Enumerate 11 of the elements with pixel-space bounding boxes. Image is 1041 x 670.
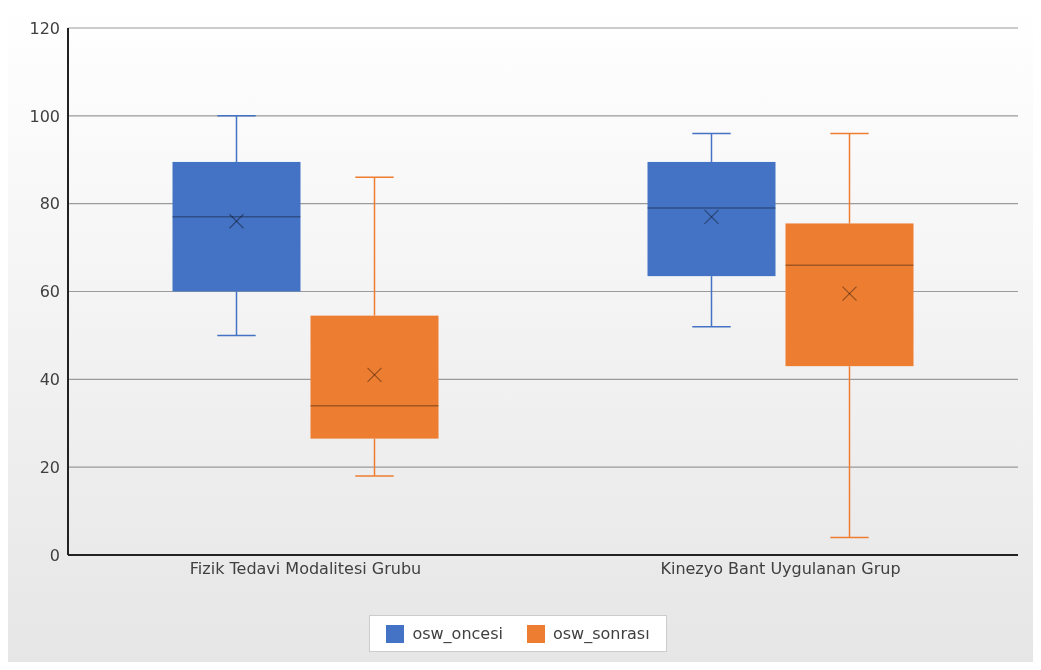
y-tick-label: 120 bbox=[29, 18, 60, 38]
legend-label: osw_oncesi bbox=[412, 624, 503, 643]
x-tick-label: Kinezyo Bant Uygulanan Grup bbox=[660, 559, 901, 579]
y-tick-label: 60 bbox=[39, 282, 60, 302]
x-tick-label: Fizik Tedavi Modalitesi Grubu bbox=[189, 559, 422, 579]
y-tick-label: 80 bbox=[39, 194, 60, 214]
y-tick-label: 40 bbox=[39, 370, 60, 390]
legend-label: osw_sonrası bbox=[552, 624, 650, 643]
y-tick-label: 0 bbox=[49, 545, 60, 565]
y-tick-label: 20 bbox=[39, 457, 60, 477]
y-tick-label: 100 bbox=[29, 106, 60, 126]
